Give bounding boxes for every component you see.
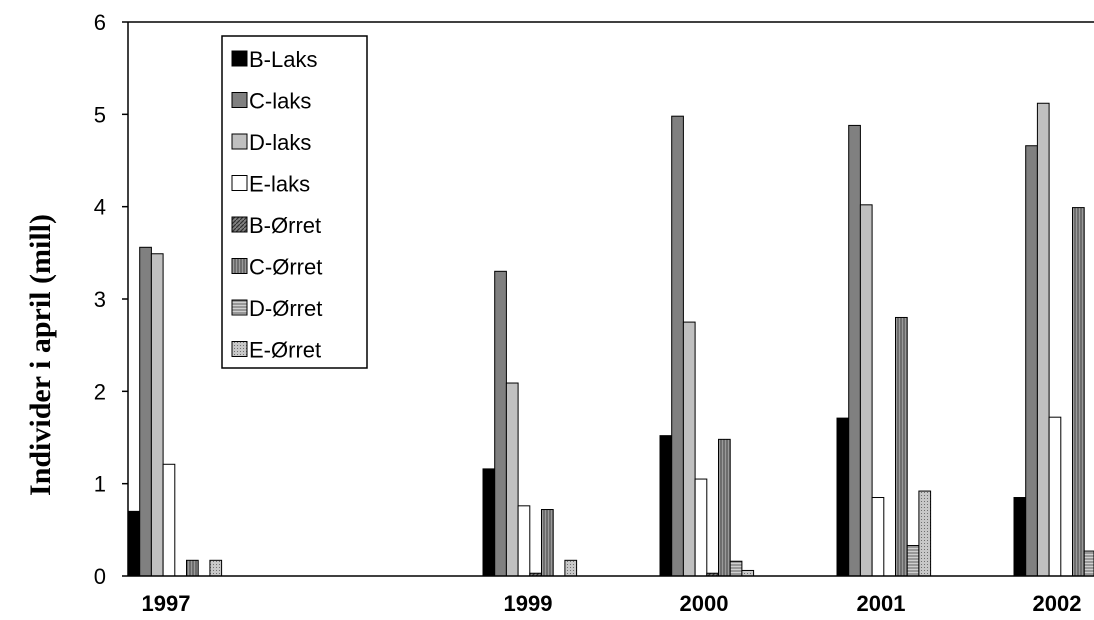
category-labels: 1997 1999 2000 2001 2002 xyxy=(142,591,1082,616)
x-tick-label: 2000 xyxy=(680,591,729,616)
x-tick-label: 1999 xyxy=(504,591,553,616)
bar-d-laks-1999 xyxy=(505,382,519,577)
legend-swatch xyxy=(231,175,248,191)
bar-d-ørret-2000 xyxy=(729,560,743,577)
bar-e-laks-2001 xyxy=(871,497,885,577)
y-tick-label: 3 xyxy=(94,287,106,312)
bar-c-laks-1997 xyxy=(139,246,152,577)
bar-e-ørret-2001 xyxy=(918,490,932,577)
bar-b-laks-2001 xyxy=(836,417,850,577)
x-tick-label: 2002 xyxy=(1033,591,1082,616)
bar-d-laks-2002 xyxy=(1036,102,1050,577)
y-axis-label: Individer i april (mill) xyxy=(24,214,57,496)
y-tick-label: 2 xyxy=(94,379,106,404)
bar-b-laks-2000 xyxy=(659,435,673,577)
legend-label: B-Ørret xyxy=(249,213,321,238)
bar-e-laks-2002 xyxy=(1048,416,1062,577)
y-tick-label: 1 xyxy=(94,472,106,497)
bar-c-ørret-1997 xyxy=(186,559,199,577)
bar-c-laks-2000 xyxy=(671,115,684,577)
y-tick-label: 4 xyxy=(94,195,106,220)
bar-e-ørret-1997 xyxy=(209,559,223,577)
legend: B-Laks C-laks D-laks E-laks B-Ørret C-Ørret D-… xyxy=(221,35,368,369)
bar-b-laks-1997 xyxy=(127,510,141,577)
legend-swatch xyxy=(231,258,248,274)
legend-label: E-laks xyxy=(249,172,310,197)
legend-label: D-Ørret xyxy=(249,296,322,321)
legend-swatch xyxy=(231,216,248,233)
bar-c-laks-1999 xyxy=(494,270,507,577)
legend-label: E-Ørret xyxy=(249,338,321,363)
bar-d-ørret-2002 xyxy=(1083,550,1094,577)
legend-label: D-laks xyxy=(249,130,311,155)
bar-c-ørret-2000 xyxy=(718,438,731,577)
bar-d-laks-2000 xyxy=(682,321,696,577)
legend-box xyxy=(221,35,368,369)
legend-label: B-Laks xyxy=(249,47,317,72)
bar-b-laks-1999 xyxy=(482,468,496,577)
legend-swatch xyxy=(231,341,248,357)
bar-d-ørret-2001 xyxy=(906,545,920,577)
bar-d-laks-1997 xyxy=(150,253,164,577)
y-tick-label: 5 xyxy=(94,102,106,127)
bar-e-laks-2000 xyxy=(694,478,708,577)
legend-swatch xyxy=(231,133,248,150)
legend-label: C-laks xyxy=(249,89,311,114)
bar-c-ørret-1999 xyxy=(541,509,554,577)
bar-c-ørret-2002 xyxy=(1072,207,1085,577)
legend-swatch xyxy=(231,50,248,67)
y-tick-label: 0 xyxy=(94,564,106,589)
x-tick-label: 2001 xyxy=(857,591,906,616)
y-tick-labels: 0 1 2 3 4 5 6 xyxy=(94,10,128,589)
y-tick-label: 6 xyxy=(94,10,106,35)
bar-e-laks-1997 xyxy=(162,463,176,577)
bar-c-laks-2001 xyxy=(848,124,861,577)
bar-c-laks-2002 xyxy=(1025,145,1038,577)
bar-c-ørret-2001 xyxy=(895,316,908,577)
bars xyxy=(127,102,1094,577)
bar-e-laks-1999 xyxy=(517,505,531,577)
legend-swatch xyxy=(231,299,248,316)
legend-swatch xyxy=(231,92,248,108)
bar-e-ørret-2000 xyxy=(741,569,755,577)
bar-b-laks-2002 xyxy=(1013,497,1027,577)
bar-d-laks-2001 xyxy=(859,204,873,577)
legend-label: C-Ørret xyxy=(249,255,322,280)
x-tick-label: 1997 xyxy=(142,591,191,616)
bar-e-ørret-1999 xyxy=(564,559,578,577)
